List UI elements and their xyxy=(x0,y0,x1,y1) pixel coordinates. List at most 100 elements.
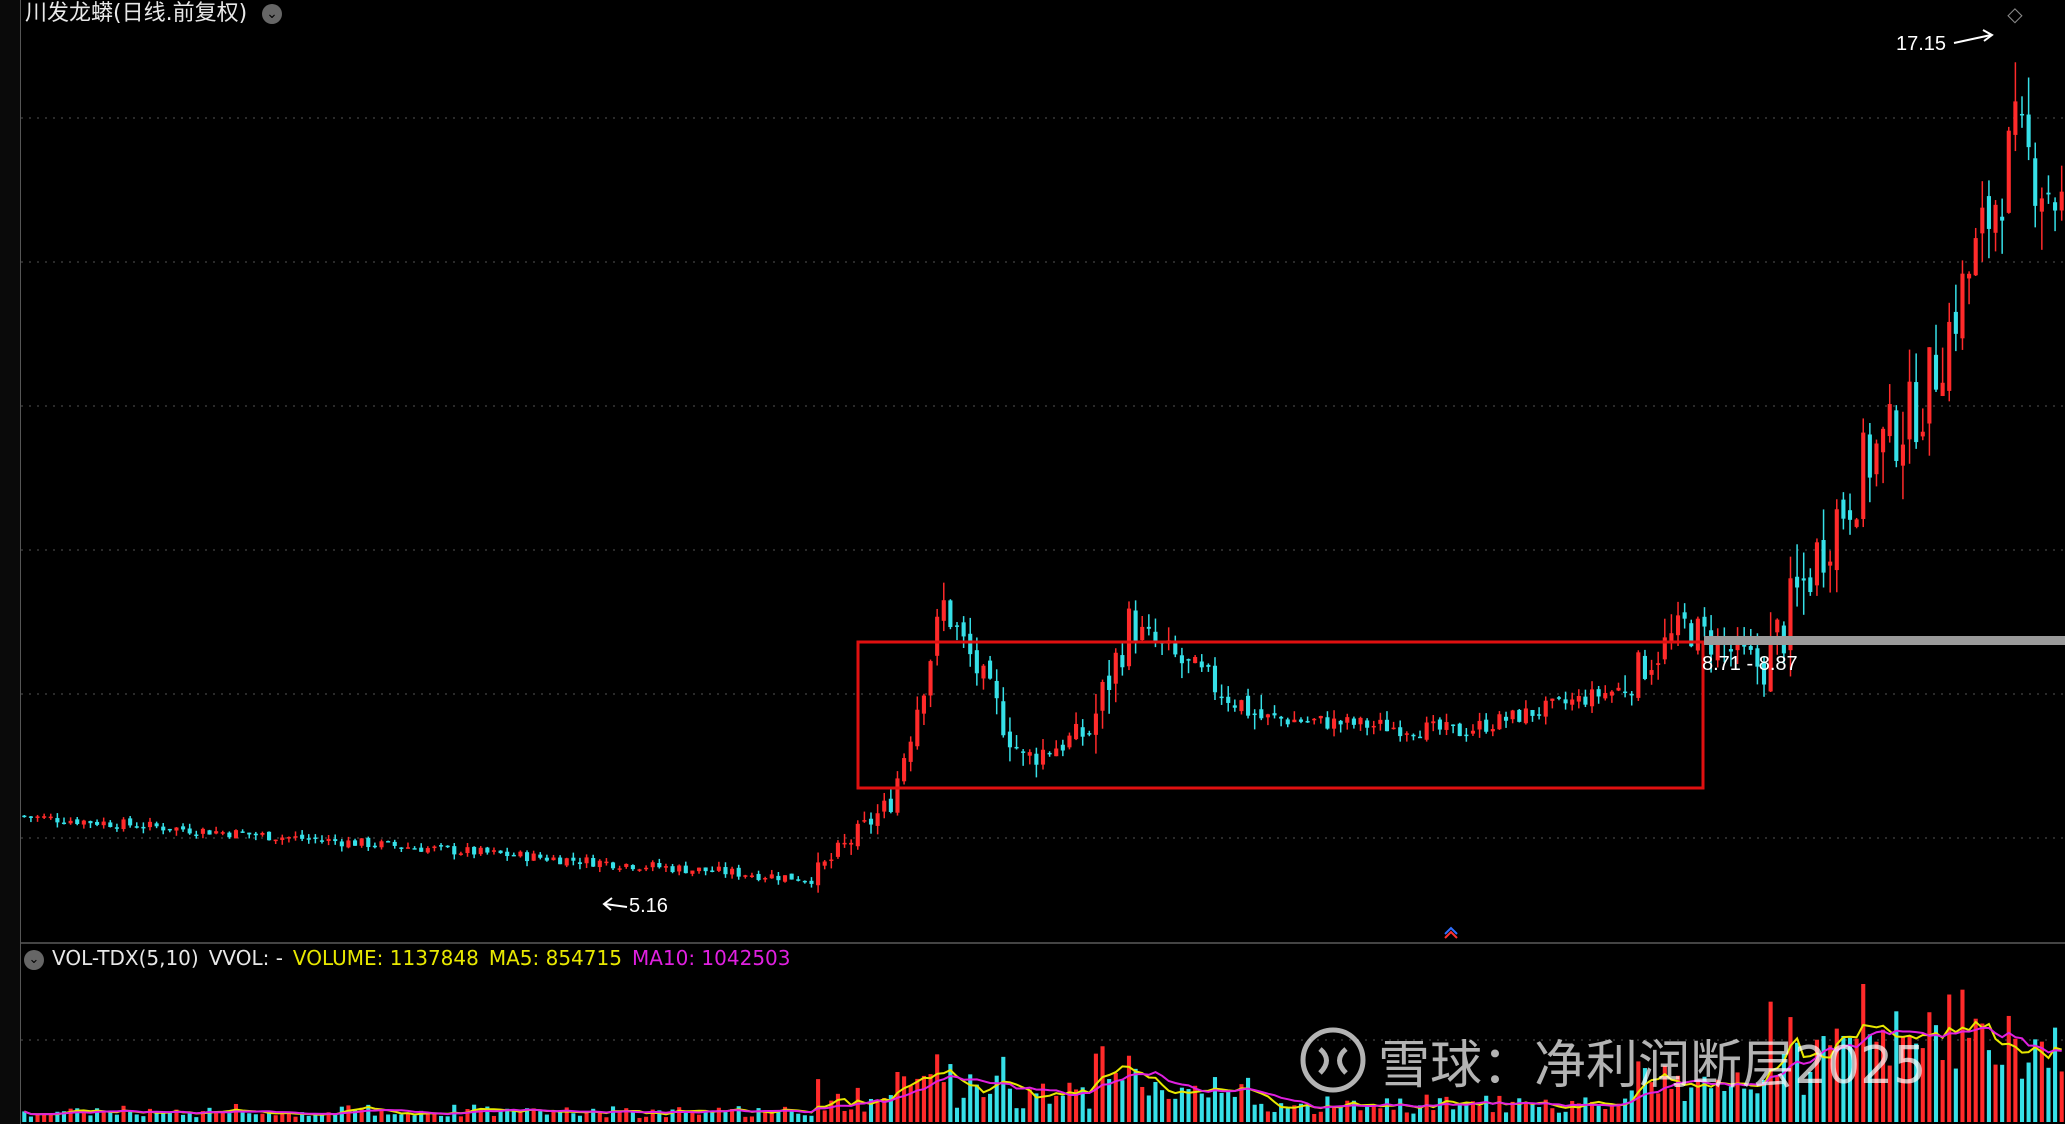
volume-bar xyxy=(1656,1093,1661,1122)
candle xyxy=(663,863,669,872)
volume-bar xyxy=(1338,1107,1343,1122)
volume-bar xyxy=(1503,1112,1509,1122)
volume-bar xyxy=(1080,1087,1085,1122)
price-chart[interactable]: 8.71 - 8.87 17.15 5.16 xyxy=(21,0,2065,942)
volume-bar xyxy=(1093,1053,1098,1122)
candle xyxy=(1212,657,1218,700)
volume-bar xyxy=(796,1113,801,1122)
candle xyxy=(1523,700,1528,725)
volume-bar xyxy=(392,1114,397,1122)
candle xyxy=(524,850,530,867)
volume-bar xyxy=(855,1087,860,1122)
volume-chart[interactable] xyxy=(21,944,2065,1124)
ma10-line xyxy=(23,1026,2062,1116)
candle xyxy=(1828,550,1833,593)
volume-bar xyxy=(247,1113,252,1122)
volume-bar xyxy=(154,1113,159,1122)
double-chevron-up-icon[interactable] xyxy=(1444,926,1458,939)
candle xyxy=(445,845,450,848)
candle xyxy=(154,821,159,829)
candle xyxy=(425,846,430,854)
candle xyxy=(101,817,106,829)
volume-bar xyxy=(1040,1083,1046,1122)
candle xyxy=(114,823,119,832)
diamond-icon[interactable]: ◇ xyxy=(2007,2,2023,26)
volume-bar xyxy=(835,1093,840,1122)
candle xyxy=(816,852,821,893)
volume-bar xyxy=(1490,1112,1495,1122)
volume-bar xyxy=(300,1112,305,1122)
chevron-down-icon[interactable]: ⌄ xyxy=(262,4,282,24)
candle xyxy=(1140,615,1145,643)
candle xyxy=(835,840,840,859)
volume-bar xyxy=(498,1110,503,1122)
candle xyxy=(1345,713,1350,730)
volume-bar xyxy=(941,1082,946,1122)
chevron-down-icon[interactable]: ⌄ xyxy=(24,949,44,970)
candle xyxy=(829,853,834,869)
candle xyxy=(644,865,649,872)
volume-bar xyxy=(313,1114,318,1122)
candle xyxy=(782,875,788,883)
volume-bar xyxy=(2033,1039,2038,1122)
candle xyxy=(1285,717,1290,728)
volume-bar xyxy=(1847,1037,1853,1122)
candle xyxy=(1351,716,1356,729)
candle xyxy=(300,830,305,842)
volume-bar xyxy=(749,1116,754,1122)
candle xyxy=(1768,612,1773,692)
volume-bar xyxy=(286,1113,291,1122)
page-title: 川发龙蟒(日线.前复权) xyxy=(25,0,247,28)
candle xyxy=(683,861,688,874)
volume-bar xyxy=(1947,994,1952,1122)
candle xyxy=(121,817,126,832)
volume-bar xyxy=(710,1112,715,1122)
candle xyxy=(538,852,543,860)
candle xyxy=(789,873,794,880)
volume-bar xyxy=(1126,1055,1132,1122)
candle xyxy=(2059,165,2064,221)
volume-bar xyxy=(1662,1065,1667,1122)
candle xyxy=(822,860,827,870)
volume-bar xyxy=(1212,1077,1218,1122)
period-label: (日线.前复权) xyxy=(113,1,248,26)
volume-bar xyxy=(485,1106,490,1122)
candle xyxy=(703,867,708,876)
volume-bar xyxy=(1537,1107,1542,1122)
volume-bar xyxy=(1973,1018,1978,1122)
candle xyxy=(1470,724,1476,736)
volume-bar xyxy=(167,1112,172,1122)
candle xyxy=(1973,227,1978,277)
candle xyxy=(273,839,278,845)
candle xyxy=(1570,692,1575,711)
volume-bar xyxy=(425,1112,430,1122)
volume-bar xyxy=(1239,1084,1244,1122)
volume-bar xyxy=(1232,1096,1237,1122)
candle xyxy=(1451,724,1456,734)
volume-bar xyxy=(339,1106,344,1122)
candle xyxy=(1834,499,1839,593)
high-price-label: 17.15 xyxy=(1896,33,1946,55)
candle xyxy=(1675,601,1681,646)
candle xyxy=(954,621,960,641)
candle xyxy=(882,792,887,819)
volume-bar xyxy=(1358,1110,1363,1122)
volume-bar xyxy=(346,1105,351,1122)
volume-bar xyxy=(1953,1068,1958,1122)
volume-bar xyxy=(1047,1103,1052,1122)
volume-bar xyxy=(1417,1105,1423,1122)
volume-bar xyxy=(1927,1012,1932,1122)
volume-bar xyxy=(1246,1077,1251,1122)
candle xyxy=(167,828,172,833)
candle xyxy=(1715,628,1720,668)
volume-bar xyxy=(1226,1090,1231,1122)
indicator-name: VOL-TDX(5,10) xyxy=(52,946,199,970)
candle xyxy=(776,871,781,885)
candle xyxy=(1431,715,1436,732)
volume-bar xyxy=(1279,1103,1284,1122)
candle xyxy=(366,836,371,851)
volume-bar xyxy=(1980,1023,1985,1122)
volume-bar xyxy=(194,1117,199,1122)
volume-bar xyxy=(994,1075,999,1122)
panel-divider[interactable] xyxy=(21,942,2065,944)
